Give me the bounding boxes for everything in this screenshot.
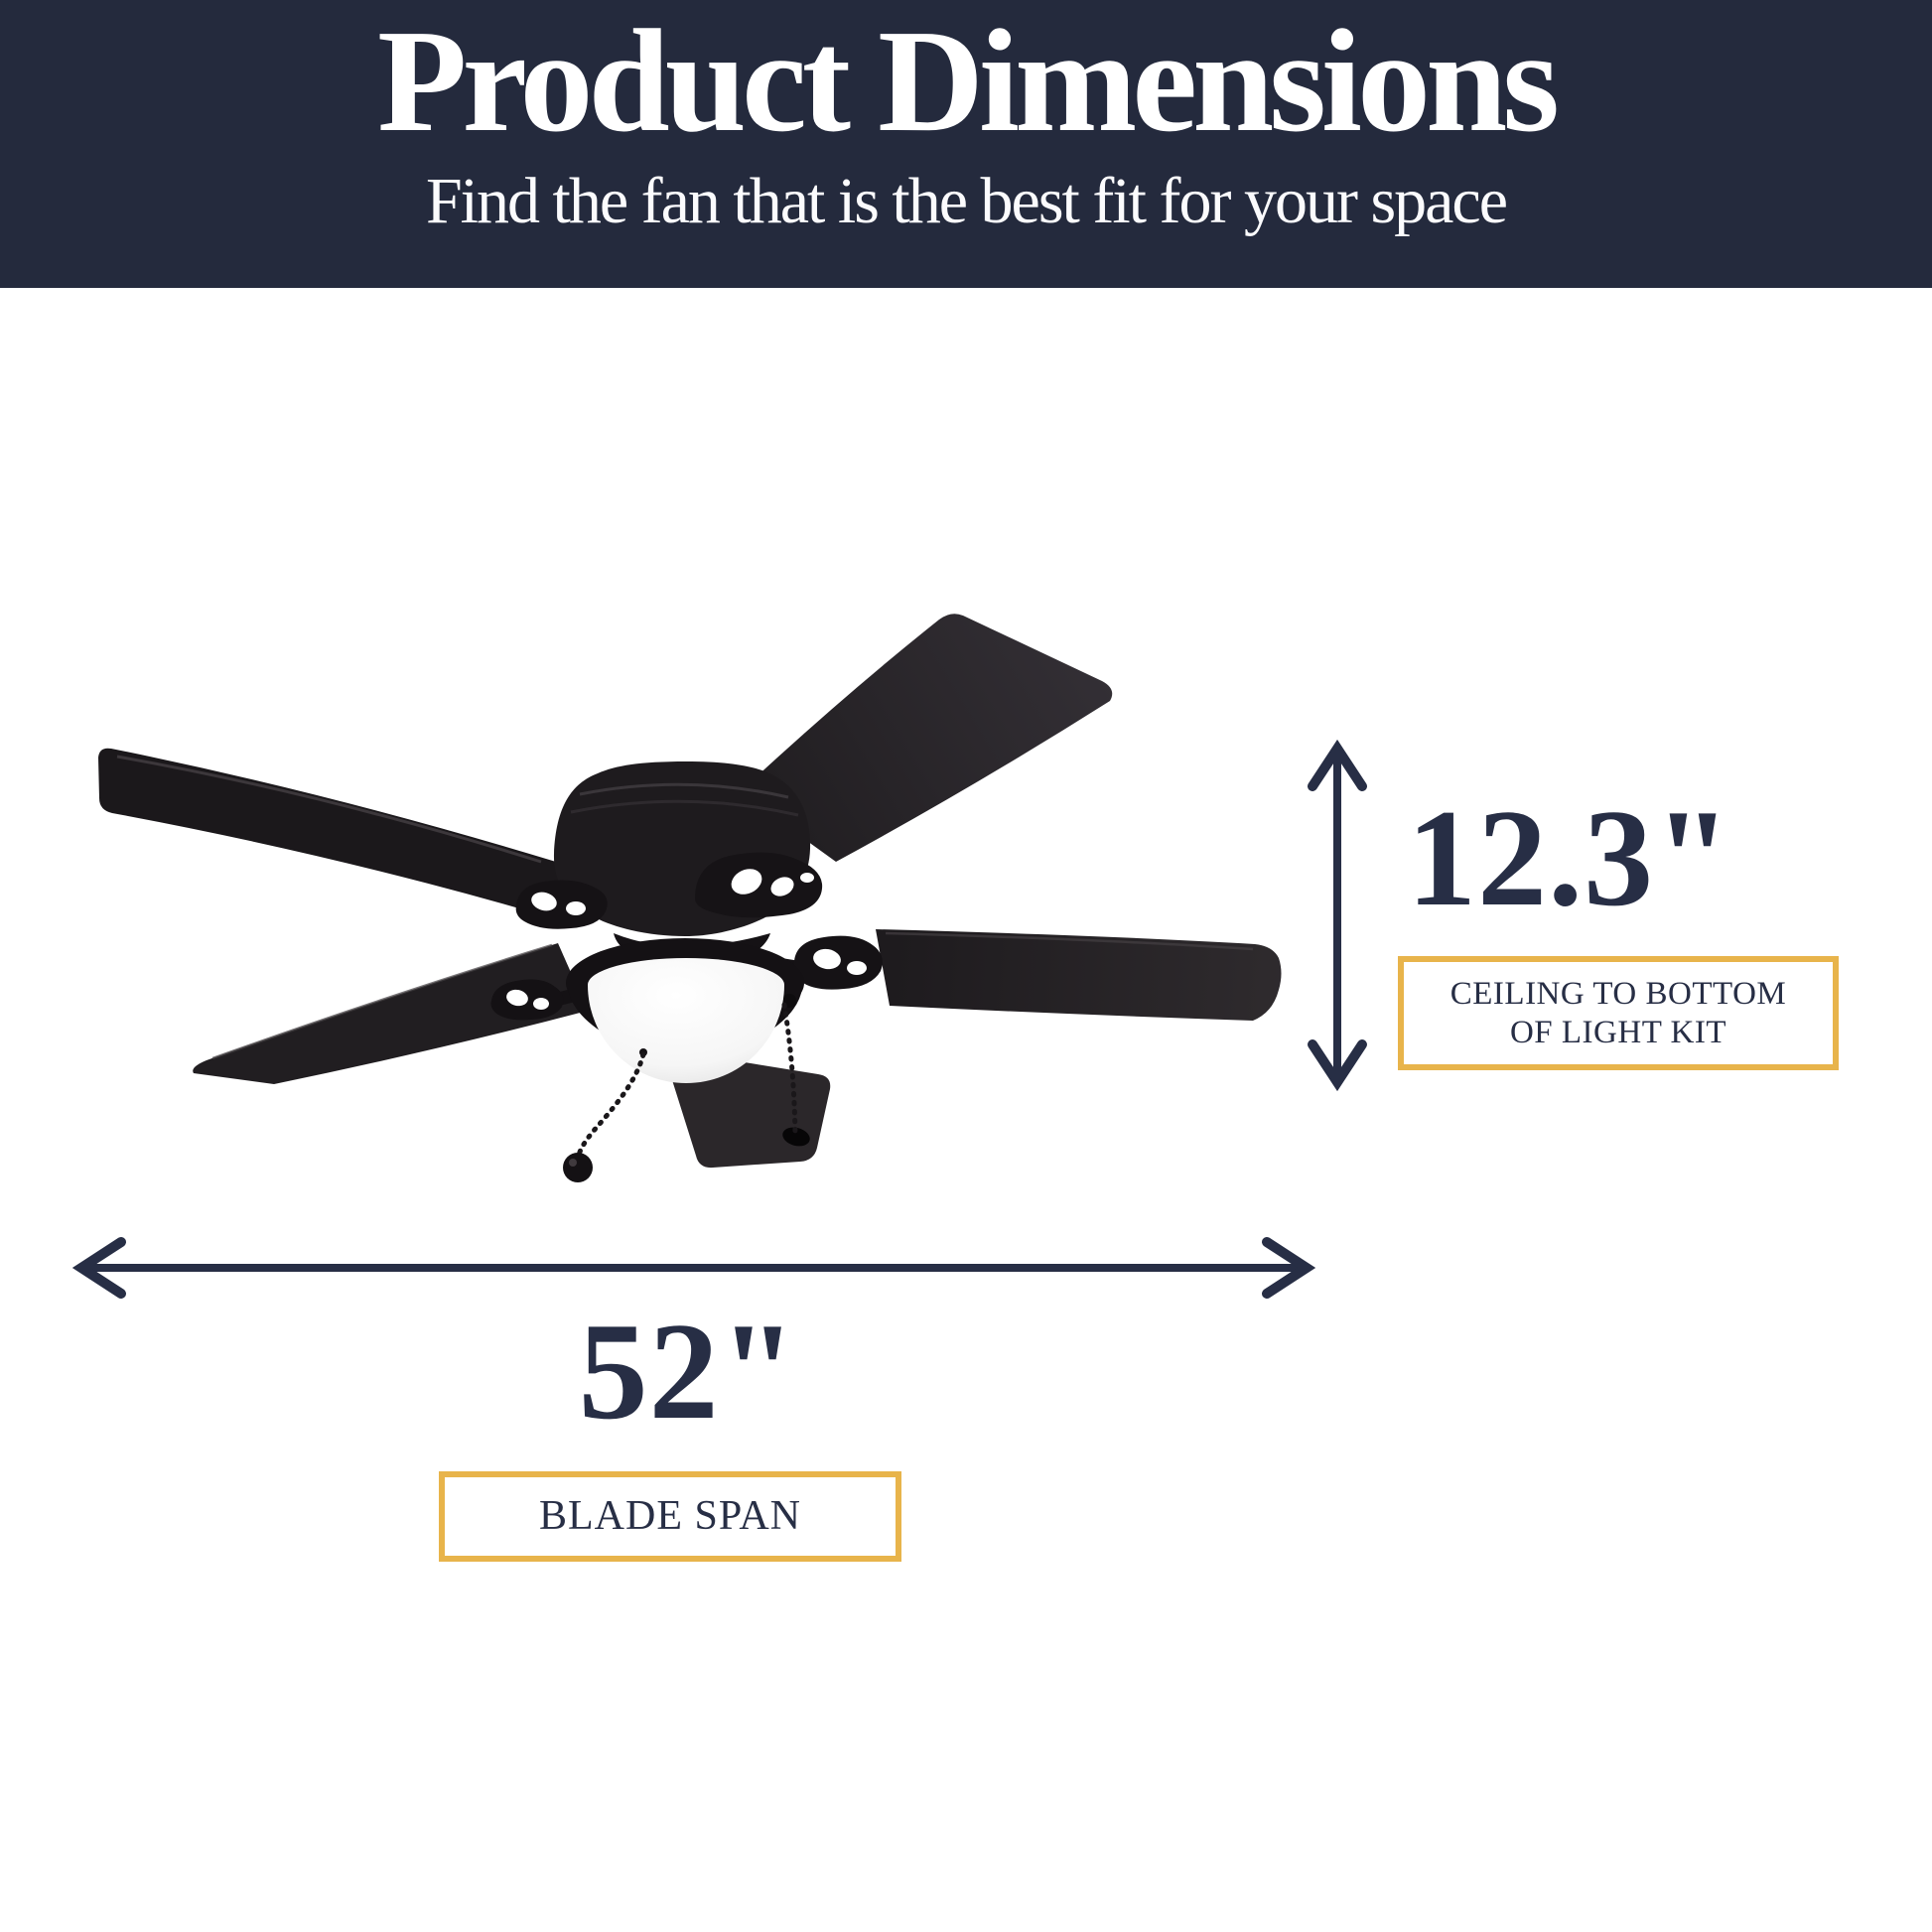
page-title: Product Dimensions [377,0,1560,163]
fan-blade-left [98,748,564,921]
horizontal-double-arrow-icon [71,1237,1316,1299]
light-kit [566,938,804,1083]
light-kit-height-label-line1: CEILING TO BOTTOM [1449,975,1787,1012]
fan-blade-top [740,614,1113,862]
fan-blade-lower-left [193,943,588,1084]
light-kit-height-value: 12.3" [1407,781,1732,935]
header-banner: Product Dimensions Find the fan that is … [0,0,1932,288]
light-kit-dome [588,958,784,1083]
fan-blade-right [876,929,1282,1021]
light-kit-height-label: CEILING TO BOTTOM OF LIGHT KIT [1398,956,1839,1070]
pull-chain-ball [563,1153,593,1182]
light-kit-height-label-line2: OF LIGHT KIT [1509,1014,1727,1050]
blade-span-label-box: BLADE SPAN [439,1471,901,1562]
blade-iron-left [515,880,608,929]
blade-span-label: BLADE SPAN [538,1492,801,1539]
vertical-double-arrow-icon [1308,739,1367,1092]
page-subtitle: Find the fan that is the best fit for yo… [425,165,1508,237]
blade-span-value: 52" [578,1295,798,1449]
blade-iron-top [695,852,823,918]
pull-chain-left [563,1048,647,1182]
